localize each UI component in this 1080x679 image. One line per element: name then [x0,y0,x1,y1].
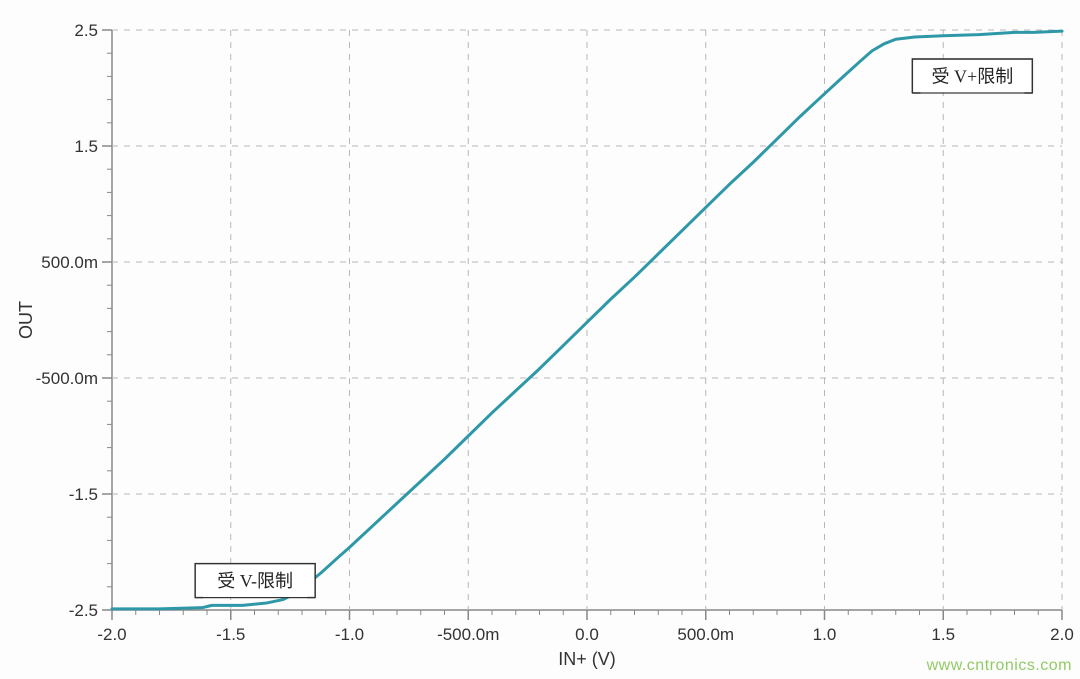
y-tick-label: -500.0m [36,369,98,388]
line-chart: -2.0 -1.5 -1.0 -500.0m 0.0 500.0m 1.0 1.5 2.0 IN+… [0,0,1080,679]
x-tick-label: -2.0 [97,625,126,644]
x-tick-label: -1.5 [216,625,245,644]
x-tick-label: 2.0 [1050,625,1074,644]
y-tick-label: 1.5 [74,137,98,156]
x-tick-label: -500.0m [437,625,499,644]
x-tick-label: 0.0 [575,625,599,644]
x-axis-label: IN+ (V) [558,649,616,669]
y-tick-label: -2.5 [69,601,98,620]
y-tick-label: -1.5 [69,485,98,504]
annotation-v-plus: 受 V+限制 [912,59,1032,93]
chart-container: -2.0 -1.5 -1.0 -500.0m 0.0 500.0m 1.0 1.5 2.0 IN+… [0,0,1080,679]
x-tick-label: 1.5 [931,625,955,644]
x-tick-label: 500.0m [677,625,734,644]
y-tick-label: 500.0m [41,253,98,272]
annotation-v-minus: 受 V-限制 [195,564,315,598]
y-axis-label: OUT [16,301,36,339]
y-tick-label: 2.5 [74,21,98,40]
x-tick-label: -1.0 [335,625,364,644]
x-tick-label: 1.0 [813,625,837,644]
annotation-label: 受 V+限制 [932,66,1014,86]
annotation-label: 受 V-限制 [217,571,293,591]
